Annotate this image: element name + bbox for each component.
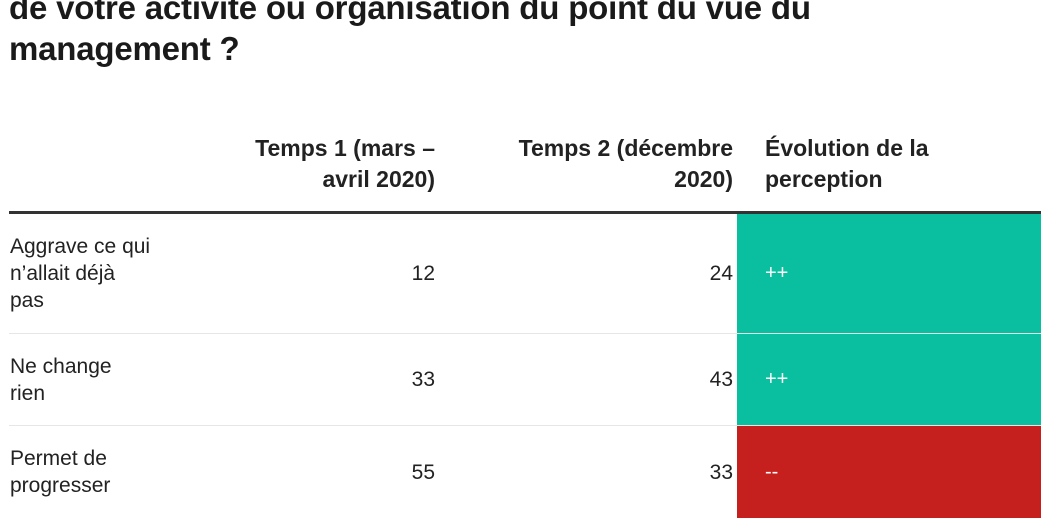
header-temps-2: Temps 2 (décembre 2020) — [439, 127, 737, 214]
header-evolution: Évolution de la perception — [737, 127, 1041, 214]
header-temps-1-line-2: avril 2020) — [322, 166, 435, 192]
row-label-line: Ne change — [10, 354, 112, 378]
table-row: Ne change rien 33 43 ++ — [9, 333, 1041, 426]
chart-title-line-2: management ? — [9, 30, 240, 67]
table-header-row: Temps 1 (mars – avril 2020) Temps 2 (déc… — [9, 127, 1041, 214]
header-evolution-line-2: perception — [765, 166, 883, 192]
header-label-column — [9, 127, 189, 214]
header-temps-2-line-1: Temps 2 (décembre — [518, 135, 733, 161]
cell-temps-2: 24 — [439, 212, 737, 334]
row-label: Ne change rien — [9, 333, 189, 426]
cell-temps-1: 33 — [189, 333, 439, 426]
chart-title: de votre activité ou organisation du poi… — [9, 0, 1039, 69]
header-temps-1: Temps 1 (mars – avril 2020) — [189, 127, 439, 214]
table-row: Permet de progresser 55 33 -- — [9, 425, 1041, 519]
cell-temps-2: 33 — [709, 460, 733, 484]
row-label-line: progresser — [10, 474, 111, 497]
row-label-line: Permet de — [10, 447, 107, 470]
cell-temps-1: 12 — [189, 212, 439, 334]
row-label-line: pas — [10, 289, 44, 312]
header-temps-2-line-2: 2020) — [674, 166, 733, 192]
table-row: Aggrave ce qui n’allait déjà pas 12 24 +… — [9, 212, 1041, 334]
row-label-line: rien — [10, 381, 46, 405]
cell-temps-1: 55 — [411, 460, 435, 484]
cell-evolution: -- — [737, 425, 1041, 518]
chart-title-line-1: de votre activité ou organisation du poi… — [9, 0, 811, 26]
cell-temps-2: 43 — [439, 333, 737, 426]
row-label-line: Aggrave ce qui — [10, 235, 151, 258]
cell-evolution: ++ — [737, 333, 1041, 426]
header-evolution-line-1: Évolution de la — [765, 135, 929, 161]
data-table: Temps 1 (mars – avril 2020) Temps 2 (déc… — [9, 127, 1041, 518]
row-label: Permet de progresser — [9, 426, 189, 519]
row-label-line: n’allait déjà — [10, 262, 116, 285]
row-label: Aggrave ce qui n’allait déjà pas — [9, 212, 189, 334]
header-temps-1-line-1: Temps 1 (mars – — [255, 135, 435, 161]
cell-evolution: ++ — [737, 212, 1041, 334]
